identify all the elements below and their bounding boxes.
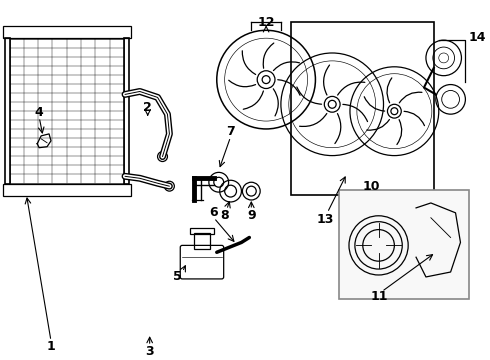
Bar xyxy=(124,38,129,184)
Text: 5: 5 xyxy=(173,270,182,283)
FancyArrowPatch shape xyxy=(229,80,256,87)
FancyArrowPatch shape xyxy=(335,113,341,144)
Bar xyxy=(2,184,131,196)
FancyArrowPatch shape xyxy=(387,78,392,103)
FancyArrowPatch shape xyxy=(273,62,299,71)
FancyArrowPatch shape xyxy=(399,92,422,103)
Bar xyxy=(194,233,210,249)
FancyArrowPatch shape xyxy=(242,51,256,75)
Text: 6: 6 xyxy=(210,206,218,219)
Text: 10: 10 xyxy=(363,180,380,193)
FancyArrowPatch shape xyxy=(404,111,424,126)
FancyArrowPatch shape xyxy=(263,43,274,68)
Bar xyxy=(10,39,124,183)
FancyArrowPatch shape xyxy=(299,113,327,126)
Text: 12: 12 xyxy=(257,16,275,29)
Text: 3: 3 xyxy=(146,346,154,359)
FancyArrowPatch shape xyxy=(364,97,385,111)
Bar xyxy=(339,190,469,299)
Text: 1: 1 xyxy=(47,339,55,352)
FancyArrowPatch shape xyxy=(338,82,365,95)
Text: 9: 9 xyxy=(247,209,256,222)
FancyArrowPatch shape xyxy=(367,120,390,130)
Text: 7: 7 xyxy=(226,125,235,138)
Circle shape xyxy=(324,96,340,112)
Text: 13: 13 xyxy=(317,213,334,226)
Circle shape xyxy=(388,104,401,118)
FancyArrowPatch shape xyxy=(323,65,329,95)
Text: 4: 4 xyxy=(35,106,44,119)
Bar xyxy=(291,22,434,195)
FancyArrowPatch shape xyxy=(343,104,368,122)
FancyArrowPatch shape xyxy=(278,80,300,95)
FancyArrowPatch shape xyxy=(273,89,278,116)
FancyArrowPatch shape xyxy=(297,87,321,104)
Bar xyxy=(4,38,10,184)
Circle shape xyxy=(257,71,275,89)
Bar xyxy=(2,26,131,38)
FancyArrowPatch shape xyxy=(397,120,402,144)
Text: 8: 8 xyxy=(220,209,229,222)
Text: 11: 11 xyxy=(371,290,388,303)
Text: 14: 14 xyxy=(468,31,486,44)
Text: 2: 2 xyxy=(144,101,152,114)
FancyArrowPatch shape xyxy=(244,91,264,109)
Bar xyxy=(190,228,214,234)
